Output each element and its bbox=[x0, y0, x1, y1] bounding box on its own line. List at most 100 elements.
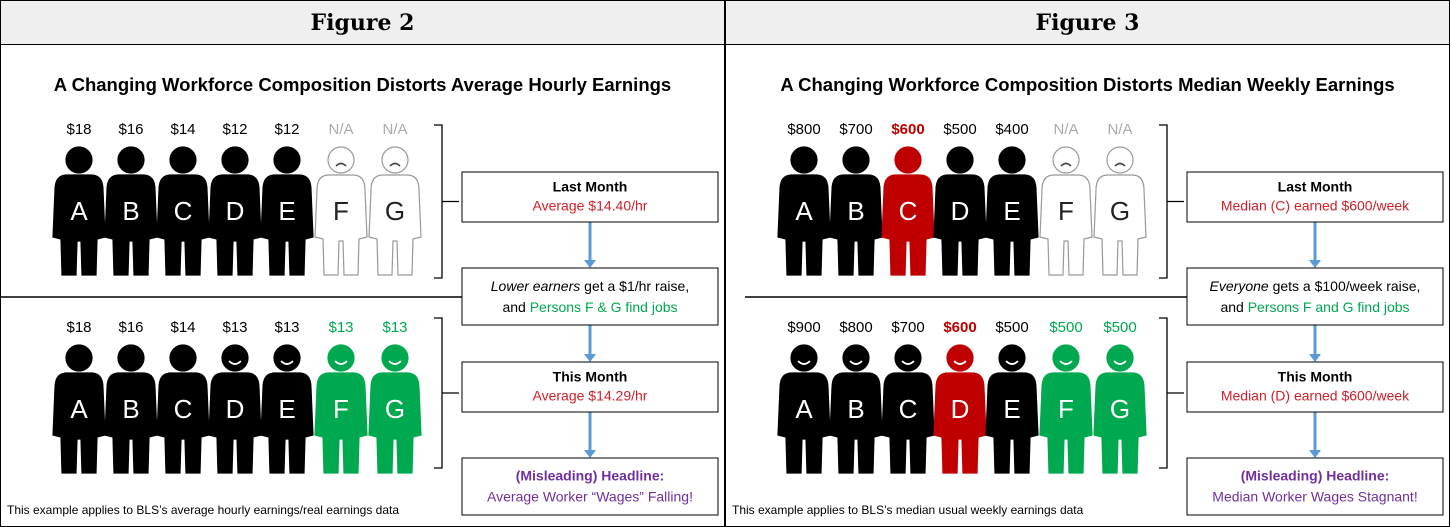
change-line: and Persons F & G find jobs bbox=[502, 299, 677, 315]
person-label: $13 bbox=[274, 319, 299, 336]
person-head bbox=[66, 345, 92, 371]
person-letter: C bbox=[174, 394, 193, 424]
text-box bbox=[1187, 458, 1443, 515]
person-head bbox=[1053, 147, 1079, 173]
person-head bbox=[118, 147, 144, 173]
person-letter: G bbox=[385, 196, 405, 226]
person-letter: E bbox=[278, 196, 295, 226]
person-letter: A bbox=[795, 394, 813, 424]
person-label: $18 bbox=[66, 121, 91, 138]
panel-title: A Changing Workforce Composition Distort… bbox=[780, 74, 1394, 95]
person-head bbox=[328, 345, 354, 371]
box-text: Median (C) earned $600/week bbox=[1221, 198, 1410, 214]
person-label: $500 bbox=[943, 121, 976, 138]
infographic: Figure 2 A Changing Workforce Composition… bbox=[0, 0, 1450, 527]
footnote: This example applies to BLS’s average ho… bbox=[7, 503, 399, 517]
person-head bbox=[1107, 147, 1133, 173]
person-letter: F bbox=[1058, 394, 1074, 424]
text-span: Persons F and G find jobs bbox=[1248, 299, 1410, 315]
person-label: $700 bbox=[891, 319, 924, 336]
footnote: This example applies to BLS’s median usu… bbox=[732, 503, 1084, 517]
person-label: $12 bbox=[222, 121, 247, 138]
panel-header: Figure 2 bbox=[311, 10, 415, 36]
person-label: $500 bbox=[1103, 319, 1136, 336]
person-label: $16 bbox=[118, 121, 143, 138]
person-head bbox=[947, 147, 973, 173]
person-letter: C bbox=[174, 196, 193, 226]
person-label: $400 bbox=[995, 121, 1028, 138]
person-letter: B bbox=[122, 196, 139, 226]
person-label: $12 bbox=[274, 121, 299, 138]
headline-heading: (Misleading) Headline: bbox=[1241, 468, 1390, 484]
person-label: $600 bbox=[891, 121, 924, 138]
headline-heading: (Misleading) Headline: bbox=[516, 468, 665, 484]
person-label: $700 bbox=[839, 121, 872, 138]
person-head bbox=[382, 345, 408, 371]
person-label: $14 bbox=[170, 121, 195, 138]
person-head bbox=[1107, 345, 1133, 371]
person-label: N/A bbox=[382, 121, 407, 138]
person-label: $16 bbox=[118, 319, 143, 336]
text-span: gets a $100/week raise, bbox=[1269, 278, 1421, 294]
change-line: and Persons F and G find jobs bbox=[1220, 299, 1409, 315]
person-label: $13 bbox=[222, 319, 247, 336]
panel-title: A Changing Workforce Composition Distort… bbox=[54, 74, 671, 95]
box-heading: Last Month bbox=[1278, 179, 1353, 195]
person-letter: A bbox=[70, 196, 88, 226]
person-head bbox=[274, 345, 300, 371]
text-box bbox=[462, 458, 718, 515]
text-box bbox=[462, 268, 718, 325]
person-label: $800 bbox=[839, 319, 872, 336]
person-head bbox=[274, 147, 300, 173]
person-head bbox=[895, 345, 921, 371]
person-letter: B bbox=[847, 394, 864, 424]
person-head bbox=[382, 147, 408, 173]
person-letter: F bbox=[1058, 196, 1074, 226]
text-span: Persons F & G find jobs bbox=[530, 299, 678, 315]
box-text: Average $14.40/hr bbox=[533, 198, 648, 214]
person-letter: B bbox=[847, 196, 864, 226]
person-head bbox=[328, 147, 354, 173]
person-label: N/A bbox=[1053, 121, 1078, 138]
person-label: N/A bbox=[1107, 121, 1132, 138]
person-letter: A bbox=[70, 394, 88, 424]
box-heading: This Month bbox=[1278, 369, 1353, 385]
person-letter: C bbox=[899, 394, 918, 424]
person-head bbox=[222, 345, 248, 371]
headline-text: Average Worker “Wages” Falling! bbox=[487, 489, 693, 505]
box-heading: This Month bbox=[553, 369, 628, 385]
text-span: and bbox=[502, 299, 529, 315]
change-line: Everyone gets a $100/week raise, bbox=[1210, 278, 1421, 294]
person-head bbox=[791, 345, 817, 371]
person-head bbox=[843, 147, 869, 173]
person-label: $500 bbox=[995, 319, 1028, 336]
person-head bbox=[170, 147, 196, 173]
person-label: $18 bbox=[66, 319, 91, 336]
person-head bbox=[895, 147, 921, 173]
panel-header: Figure 3 bbox=[1036, 10, 1140, 36]
person-label: $800 bbox=[787, 121, 820, 138]
person-head bbox=[66, 147, 92, 173]
person-letter: D bbox=[951, 394, 970, 424]
person-label: $14 bbox=[170, 319, 195, 336]
person-head bbox=[999, 345, 1025, 371]
person-letter: G bbox=[1110, 196, 1130, 226]
person-letter: C bbox=[899, 196, 918, 226]
person-letter: F bbox=[333, 394, 349, 424]
text-span: Everyone bbox=[1210, 278, 1269, 294]
person-letter: E bbox=[278, 394, 295, 424]
person-label: $500 bbox=[1049, 319, 1082, 336]
text-span: get a $1/hr raise, bbox=[580, 278, 689, 294]
person-letter: B bbox=[122, 394, 139, 424]
text-span: and bbox=[1220, 299, 1247, 315]
person-label: $600 bbox=[943, 319, 976, 336]
box-text: Average $14.29/hr bbox=[533, 388, 648, 404]
person-label: $900 bbox=[787, 319, 820, 336]
person-letter: F bbox=[333, 196, 349, 226]
person-head bbox=[947, 345, 973, 371]
person-head bbox=[791, 147, 817, 173]
person-head bbox=[1053, 345, 1079, 371]
text-box bbox=[1187, 268, 1443, 325]
person-head bbox=[999, 147, 1025, 173]
person-label: $13 bbox=[328, 319, 353, 336]
